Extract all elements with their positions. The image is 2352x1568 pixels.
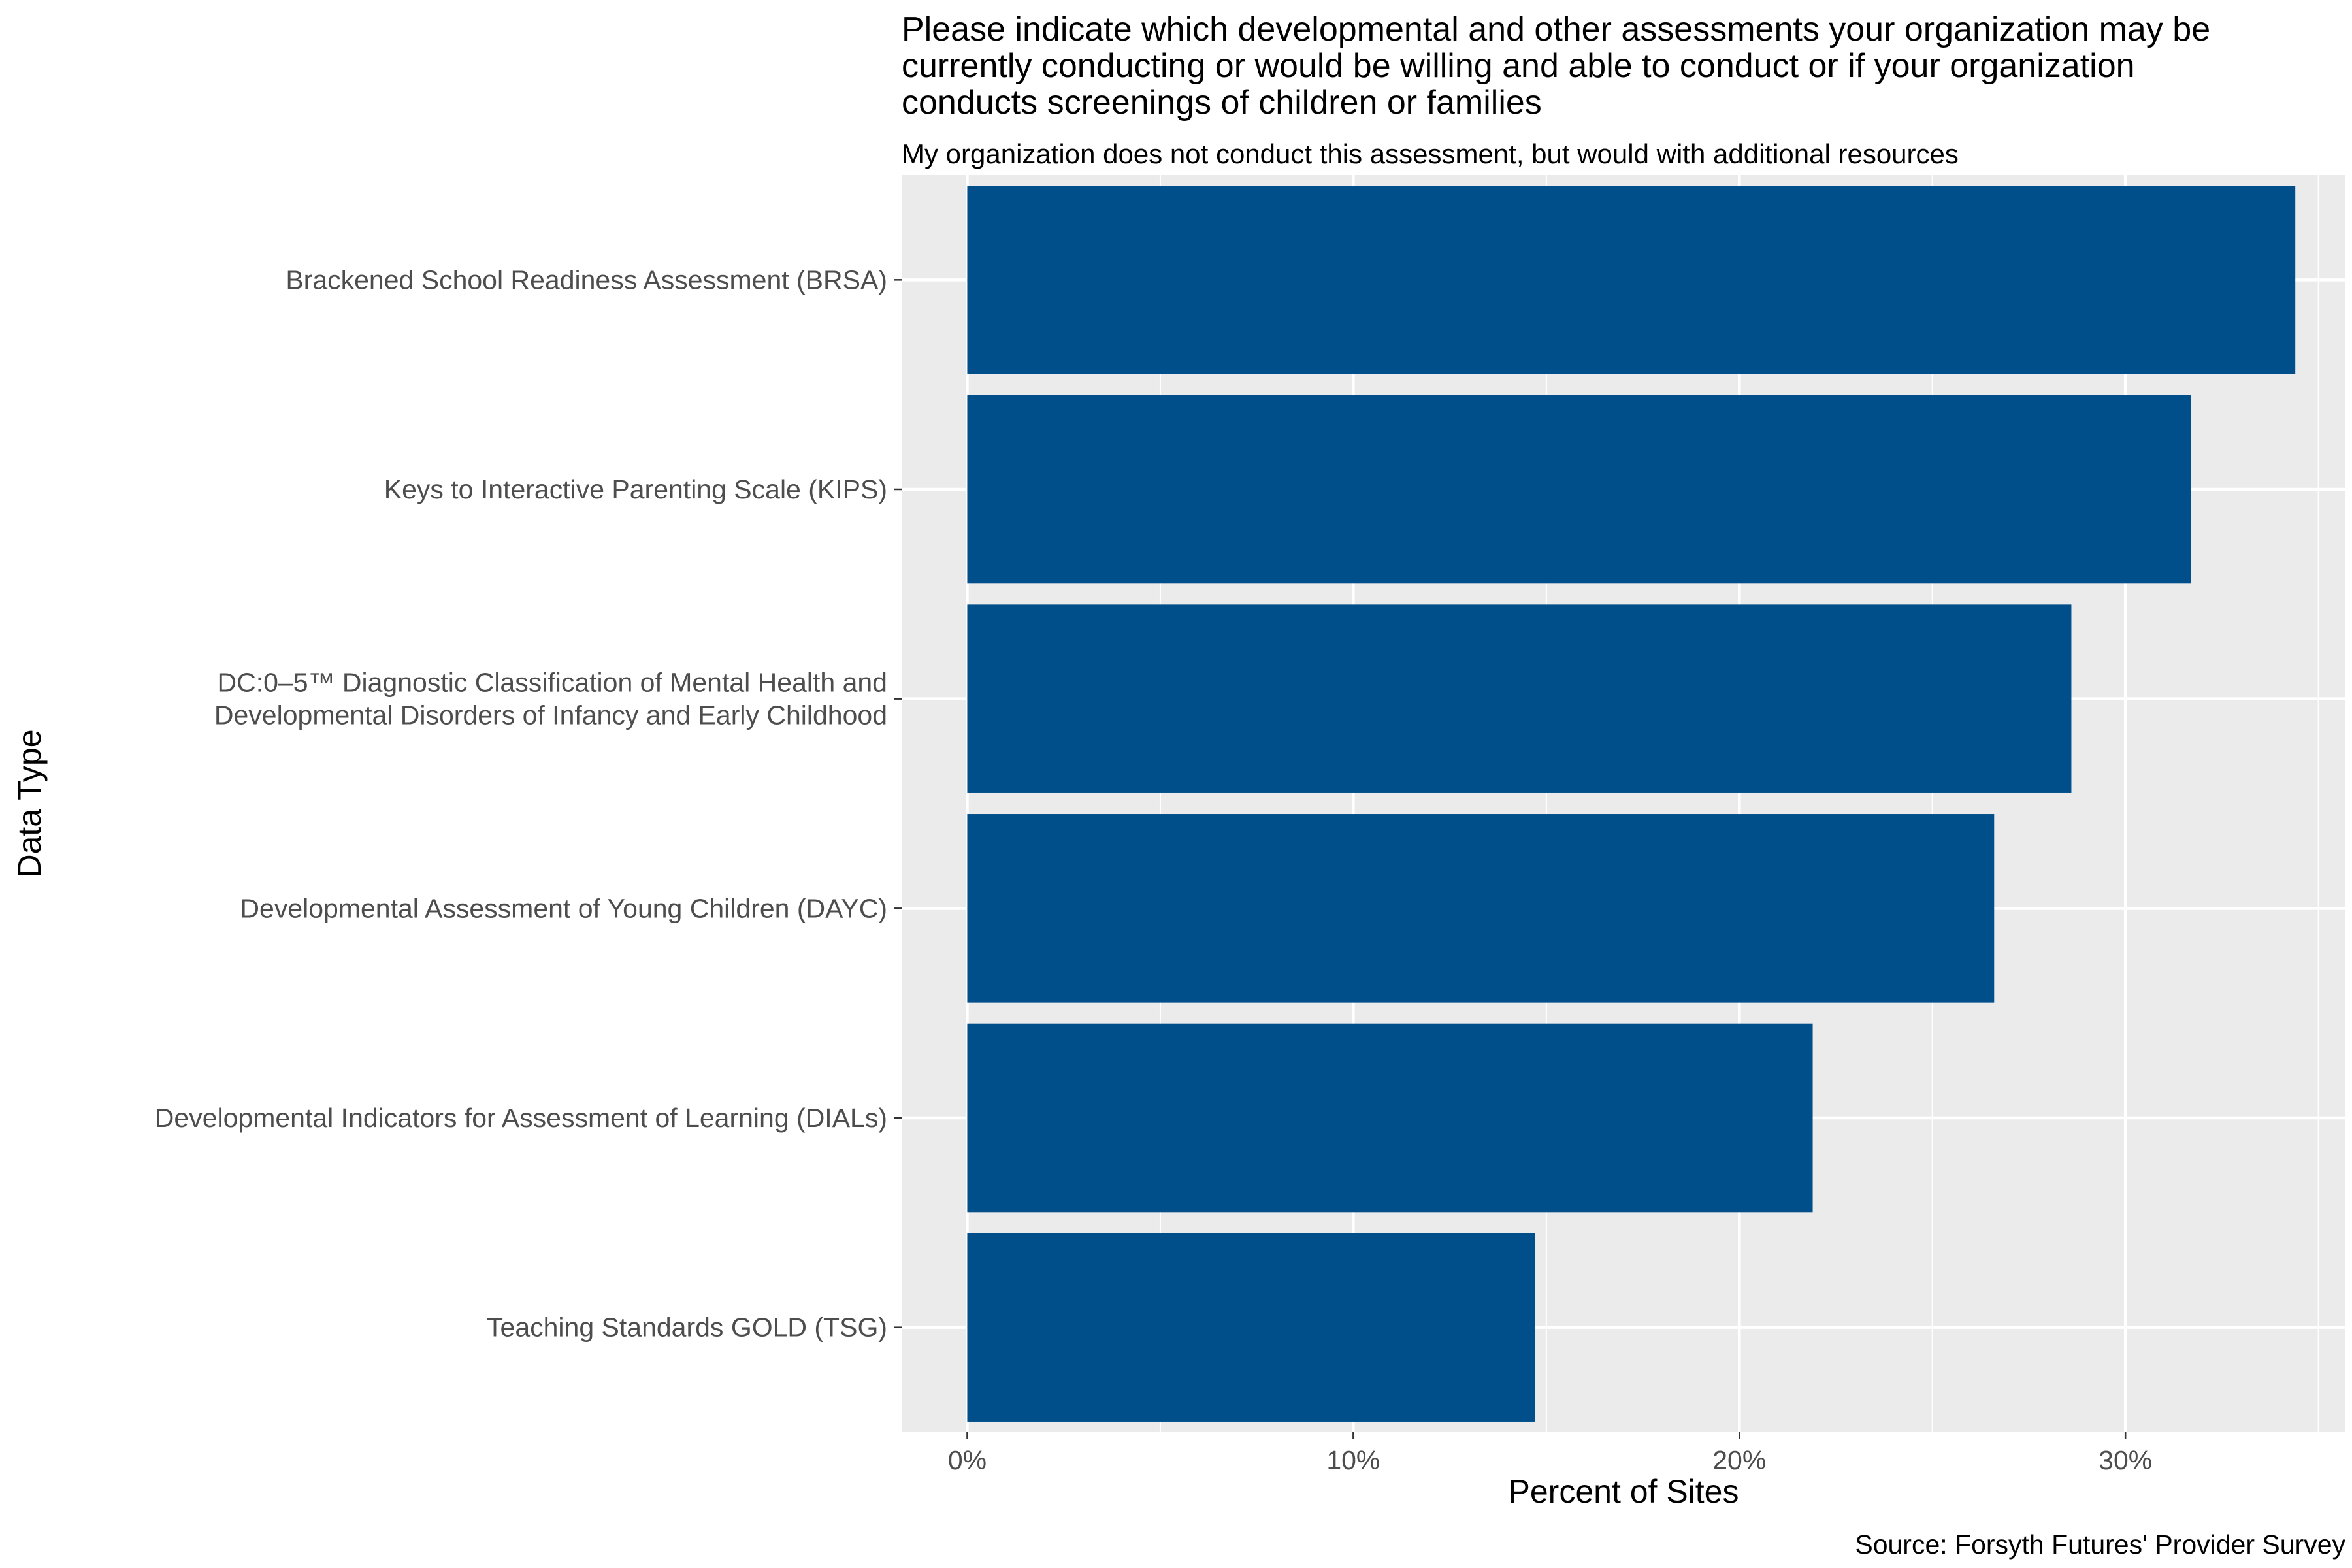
x-axis: 0% 10% 20% 30% bbox=[948, 1432, 2152, 1475]
bar bbox=[967, 604, 2072, 793]
chart-title: Please indicate which developmental and … bbox=[902, 10, 2210, 122]
chart-title-line: Please indicate which developmental and … bbox=[902, 10, 2210, 48]
y-tick-label: DC:0–5™ Diagnostic Classification of Men… bbox=[217, 668, 887, 698]
plot-panel bbox=[902, 175, 2345, 1432]
bar bbox=[967, 1233, 1535, 1422]
bar bbox=[967, 395, 2191, 584]
bar bbox=[967, 814, 1995, 1003]
chart-title-line: currently conducting or would be willing… bbox=[902, 47, 2135, 85]
y-tick-label: Developmental Indicators for Assessment … bbox=[155, 1103, 887, 1133]
chart-subtitle: My organization does not conduct this as… bbox=[902, 139, 1959, 169]
chart-caption: Source: Forsyth Futures' Provider Survey bbox=[1855, 1529, 2345, 1560]
y-axis-title: Data Type bbox=[11, 729, 48, 877]
y-axis: Brackened School Readiness Assessment (B… bbox=[155, 265, 902, 1343]
bar bbox=[967, 1023, 1813, 1213]
bar bbox=[967, 186, 2296, 374]
x-tick-label: 0% bbox=[948, 1445, 987, 1475]
y-tick-label: Developmental Disorders of Infancy and E… bbox=[214, 700, 887, 730]
y-tick-label: Developmental Assessment of Young Childr… bbox=[240, 893, 887, 923]
x-tick-label: 20% bbox=[1712, 1445, 1766, 1475]
y-tick-label: Teaching Standards GOLD (TSG) bbox=[487, 1313, 887, 1343]
y-tick-label: Brackened School Readiness Assessment (B… bbox=[286, 265, 887, 295]
x-axis-title: Percent of Sites bbox=[1509, 1473, 1739, 1510]
x-tick-label: 30% bbox=[2099, 1445, 2152, 1475]
chart-title-line: conducts screenings of children or famil… bbox=[902, 84, 1542, 122]
bars bbox=[967, 186, 2296, 1422]
x-tick-label: 10% bbox=[1326, 1445, 1380, 1475]
y-tick-label: Keys to Interactive Parenting Scale (KIP… bbox=[384, 474, 887, 504]
